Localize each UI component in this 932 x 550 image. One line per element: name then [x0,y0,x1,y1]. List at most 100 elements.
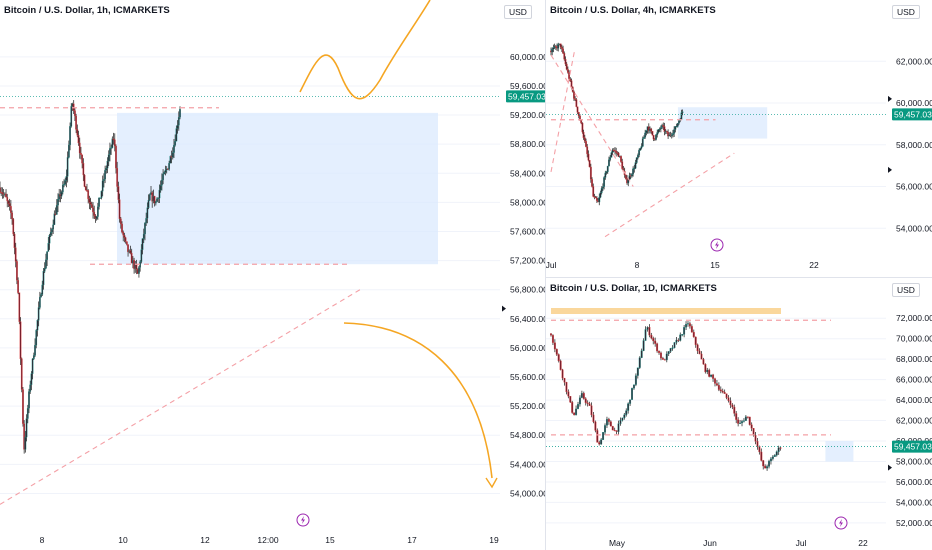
candle-body [578,397,581,405]
candle-body [23,423,26,450]
chart-panel-1h[interactable]: 60,000.00 59,600.00 59,200.00 58,800.00 58,4… [0,0,545,550]
candle-body [609,157,612,160]
candle-body [630,174,633,177]
y-axis-tick: 64,000.00 [896,395,932,405]
candle-body [634,162,637,169]
chart-canvas-1d[interactable]: 72,000.00 70,000.00 68,000.00 66,000.00 64,0… [546,278,932,550]
chart-title-4h: Bitcoin / U.S. Dollar, 4h, ICMARKETS [550,5,716,16]
candle-body [60,191,63,197]
candle-body [598,442,601,445]
candle-body [563,53,566,60]
candle-body [563,377,566,383]
candle-body [620,156,622,162]
candle-body [555,348,558,355]
candle-body [714,378,716,384]
candle-body [10,206,12,213]
candle-body [48,235,51,244]
candle-body [159,185,162,191]
candle-body [712,374,715,379]
candle-body [80,152,82,155]
candle-body [632,168,634,175]
candle-body [773,455,776,457]
candle-body [636,367,639,376]
candle-body [65,176,68,181]
candle-body [22,389,24,424]
candle-body [145,218,148,224]
candle-body [656,132,659,136]
candle-body [611,426,614,431]
currency-label-1h[interactable]: USD [504,5,532,19]
candle-body [623,414,626,419]
y-axis-tick: 57,200.00 [510,256,545,266]
candle-body [638,149,641,156]
chart-panel-1d[interactable]: 72,000.00 70,000.00 68,000.00 66,000.00 64,0… [546,278,932,550]
candle-body [164,169,167,173]
candle-body [658,128,661,130]
candle-body [49,232,52,236]
candle-body [681,334,684,336]
candle-body [611,149,614,153]
candle-body [673,342,676,348]
candle-body [762,460,765,467]
candle-body [565,63,568,70]
candle-body [678,120,680,124]
candle-body [109,148,111,155]
currency-label-4h[interactable]: USD [892,5,920,19]
candle-body [679,334,682,341]
candle-body [63,184,65,186]
candle-body [32,355,35,360]
candle-body [644,132,647,138]
candle-body [75,115,77,130]
candle-body [676,123,679,127]
candle-body [629,399,632,404]
candle-body [674,126,677,130]
currency-label-1d[interactable]: USD [892,283,920,297]
candle-body [45,259,47,269]
candle-body [645,130,648,134]
candle-body [610,152,613,158]
candle-body [694,336,697,345]
candle-body [748,416,751,425]
candle-body [602,186,604,189]
candle-body [592,186,595,197]
candle-body [663,359,666,361]
candle-body [179,109,181,118]
candle-body [642,340,645,351]
candle-body [744,416,747,421]
candle-body [105,168,108,171]
candle-body [25,418,28,438]
candle-body [588,403,591,406]
candle-body [588,160,591,168]
candle-body [592,414,595,423]
candle-body [141,238,144,250]
chart-canvas-4h[interactable]: 62,000.00 60,000.00 58,000.00 56,000.00 54,0… [546,0,932,277]
x-axis-tick: 22 [858,538,868,548]
candle-body [602,432,605,440]
candle-body [677,339,680,341]
candle-body [116,167,119,187]
candle-body [760,451,763,461]
candle-body [775,451,778,456]
chart-panel-4h[interactable]: 62,000.00 60,000.00 58,000.00 56,000.00 54,0… [546,0,932,277]
candle-body [101,180,104,192]
candle-body [721,390,724,393]
candle-body [35,330,38,346]
price-marker-icon [888,95,892,102]
candle-body [735,413,738,420]
candle-body [698,350,701,355]
candle-body [154,201,157,204]
y-axis-tick: 54,000.00 [896,223,932,233]
price-marker-icon [888,464,892,471]
projection-up-path [299,0,431,100]
candle-body [604,425,606,433]
candle-body [706,369,709,373]
candle-body [163,172,166,175]
candle-body [593,196,596,198]
chart-canvas-1h[interactable]: 60,000.00 59,600.00 59,200.00 58,800.00 58,4… [0,0,545,550]
last-price-label: 59,457.03 [508,91,545,101]
candle-body [670,134,673,136]
candle-body [157,197,160,199]
candle-body [652,337,655,342]
candle-body [177,117,180,126]
candle-body [11,212,13,220]
